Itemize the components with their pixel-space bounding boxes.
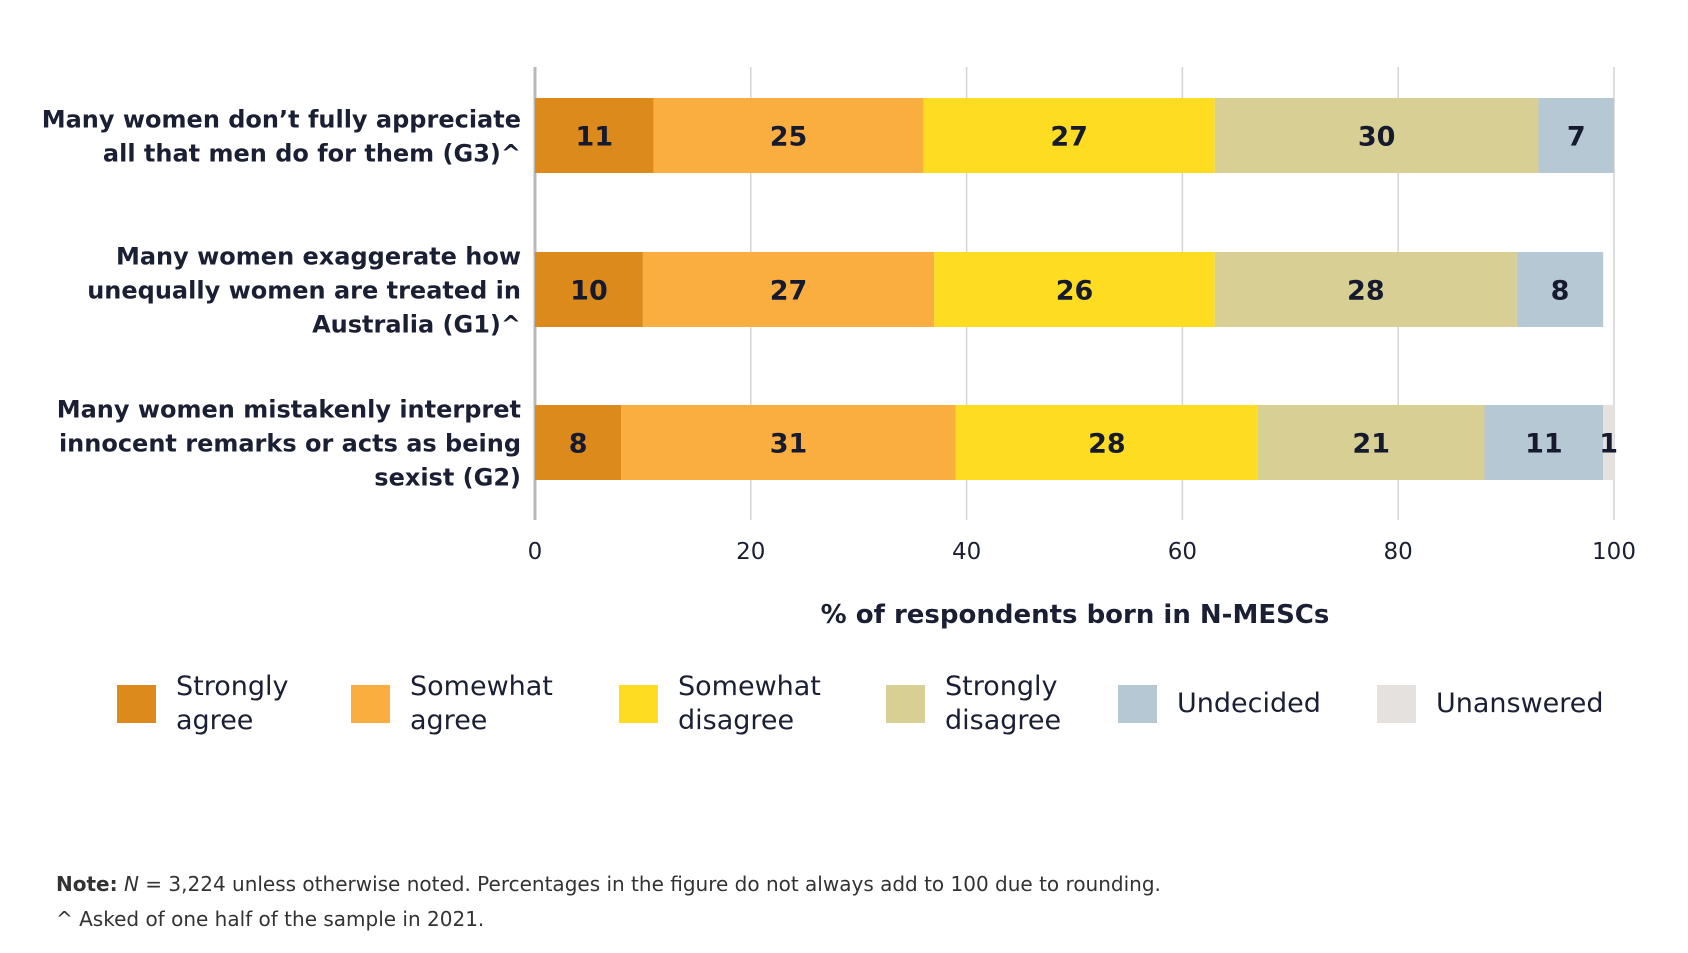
bar-segment-undecided xyxy=(1484,405,1604,480)
data-label: 28 xyxy=(1347,276,1385,307)
category-label: Many women don’t fully appreciate all tha… xyxy=(42,106,521,168)
legend-swatch xyxy=(619,685,658,723)
category-label-line: Many women exaggerate how xyxy=(116,243,521,271)
bar-segment-somewhat-disagree xyxy=(955,405,1258,480)
footnote: ^ Asked of one half of the sample in 202… xyxy=(56,907,485,931)
category-labels: Many women don’t fully appreciate all tha… xyxy=(42,106,521,492)
data-label: 25 xyxy=(770,122,808,153)
category-label-line: sexist (G2) xyxy=(374,464,521,492)
bar-segment-strongly-agree xyxy=(535,405,622,480)
category-label-line: Many women don’t fully appreciate xyxy=(42,106,521,134)
data-label: 11 xyxy=(1525,429,1563,460)
category-label: Many women exaggerate how unequally women… xyxy=(87,243,521,339)
legend-label: Strongly disagree xyxy=(945,671,1062,736)
data-label: 26 xyxy=(1056,276,1094,307)
legend-label: Undecided xyxy=(1177,688,1321,719)
bar-segment-strongly-agree xyxy=(535,98,654,173)
legend-item: Undecided xyxy=(1118,672,1321,736)
category-label-line: unequally women are treated in xyxy=(87,277,521,305)
x-tick-label: 60 xyxy=(1168,539,1197,565)
category-label-line: Australia (G1)^ xyxy=(312,311,521,339)
legend-swatch xyxy=(351,685,390,723)
legend-label: Unanswered xyxy=(1436,688,1604,719)
data-label: 11 xyxy=(576,122,614,153)
category-label: Many women mistakenly interpret innocent … xyxy=(57,396,521,492)
data-label: 31 xyxy=(770,429,808,460)
category-label-line: Many women mistakenly interpret xyxy=(57,396,521,424)
bar-segment-undecided xyxy=(1538,98,1614,173)
note-label: Note: xyxy=(56,872,118,896)
data-label: 1 xyxy=(1599,429,1618,460)
x-axis-ticks: 0 20 40 60 80 100 xyxy=(528,539,1636,565)
bar-segment-undecided xyxy=(1516,252,1604,327)
legend-swatch xyxy=(1377,685,1416,723)
bar-segment-somewhat-disagree xyxy=(934,252,1215,327)
bar-segment-strongly-disagree xyxy=(1214,252,1517,327)
x-tick-label: 100 xyxy=(1592,539,1636,565)
legend-item: Somewhat disagree xyxy=(619,671,821,736)
data-label: 7 xyxy=(1567,122,1586,153)
note: Note: N = 3,224 unless otherwise noted. … xyxy=(56,872,1161,896)
bar-segment-somewhat-disagree xyxy=(923,98,1215,173)
data-label: 8 xyxy=(569,429,588,460)
legend: Strongly agree Somewhat agree Somewhat dis… xyxy=(0,671,1688,736)
stacked-bar-chart: 11 25 27 30 710 27 26 28 88 31 28 21 11 1 Many women … xyxy=(42,67,1636,630)
data-label: 8 xyxy=(1551,276,1570,307)
data-label: 27 xyxy=(1050,122,1088,153)
legend-item: Somewhat agree xyxy=(351,671,553,736)
x-tick-label: 40 xyxy=(952,539,981,565)
x-tick-label: 80 xyxy=(1384,539,1413,565)
data-label: 10 xyxy=(570,276,608,307)
category-label-line: innocent remarks or acts as being xyxy=(59,430,521,458)
bar-segment-strongly-disagree xyxy=(1214,98,1539,173)
legend-item: Strongly disagree xyxy=(886,671,1062,736)
legend-label: Strongly agree xyxy=(176,671,289,736)
note-text: = 3,224 unless otherwise noted. Percenta… xyxy=(138,872,1161,896)
bar-segment-somewhat-agree xyxy=(642,252,935,327)
bar-segment-unanswered xyxy=(1603,405,1614,480)
legend-item: Unanswered xyxy=(1377,672,1604,736)
bar-segment-somewhat-agree xyxy=(653,98,924,173)
bar-segment-strongly-disagree xyxy=(1257,405,1485,480)
data-label: 21 xyxy=(1352,429,1390,460)
legend-label: Somewhat agree xyxy=(410,671,553,736)
data-label: 27 xyxy=(770,276,808,307)
x-tick-label: 0 xyxy=(528,539,543,565)
legend-swatch xyxy=(1118,685,1157,723)
x-tick-label: 20 xyxy=(736,539,765,565)
legend-swatch xyxy=(117,685,156,723)
data-label: 30 xyxy=(1358,122,1396,153)
bar-segment-strongly-agree xyxy=(535,252,643,327)
legend-label: Somewhat disagree xyxy=(678,671,821,736)
x-axis-title: % of respondents born in N-MESCs xyxy=(821,600,1330,630)
legend-swatch xyxy=(886,685,925,723)
note-n: N xyxy=(123,872,139,896)
category-label-line: all that men do for them (G3)^ xyxy=(103,140,521,168)
bars: 11 25 27 30 710 27 26 28 88 31 28 21 11 1 xyxy=(535,98,1618,480)
bar-segment-somewhat-agree xyxy=(621,405,956,480)
data-label: 28 xyxy=(1088,429,1126,460)
legend-item: Strongly agree xyxy=(117,671,289,736)
